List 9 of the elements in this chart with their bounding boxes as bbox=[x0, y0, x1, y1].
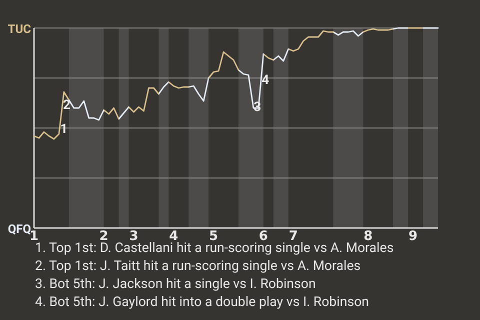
annotation: 2 bbox=[63, 98, 70, 113]
text: 3. Bot 5th: J. Jackson hit a single vs I. Robinson bbox=[35, 277, 316, 292]
text: 4. Bot 5th: J. Gaylord hit into a double play vs I. Robinson bbox=[35, 295, 370, 310]
text: 2. Top 1st: J. Taitt hit a run-scoring single vs A. Morales bbox=[35, 259, 361, 274]
x-tick-label: 9 bbox=[408, 229, 418, 244]
text: QFQ bbox=[8, 222, 31, 236]
annotation: 1 bbox=[60, 122, 68, 137]
annotation: 4 bbox=[262, 72, 270, 88]
text: TUC bbox=[8, 22, 32, 36]
